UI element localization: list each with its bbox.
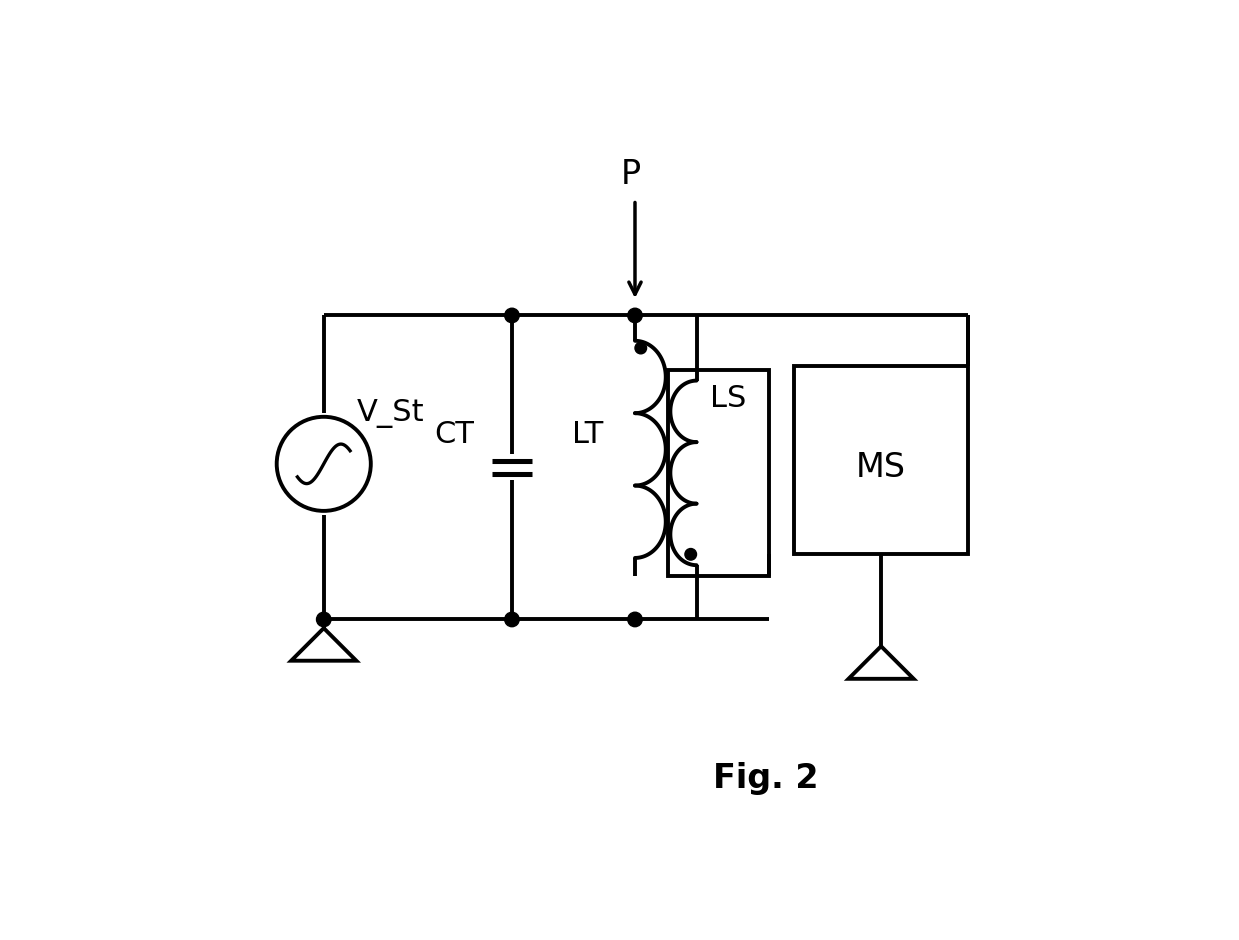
Circle shape	[628, 308, 642, 322]
Bar	[794, 367, 968, 555]
Circle shape	[636, 342, 647, 353]
Text: MS: MS	[856, 451, 906, 484]
Circle shape	[685, 549, 696, 560]
Circle shape	[628, 612, 642, 627]
Bar	[668, 369, 769, 576]
Text: Fig. 2: Fig. 2	[712, 762, 818, 795]
Text: LT: LT	[572, 420, 603, 449]
Text: V_St: V_St	[357, 399, 424, 428]
Text: CT: CT	[434, 420, 475, 449]
Text: P: P	[621, 158, 641, 191]
Circle shape	[504, 308, 519, 322]
Circle shape	[316, 612, 331, 627]
Text: LS: LS	[710, 384, 747, 414]
Circle shape	[504, 612, 519, 627]
